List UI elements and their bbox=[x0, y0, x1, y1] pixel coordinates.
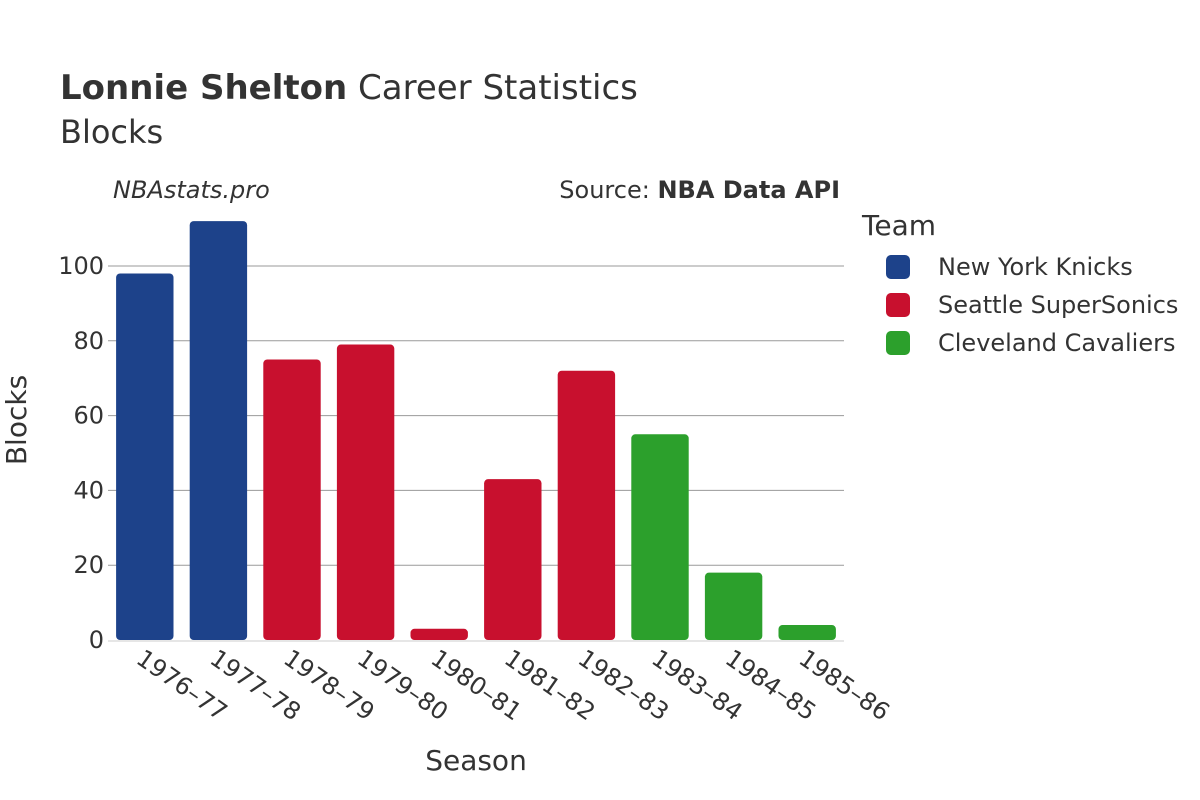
bar[interactable] bbox=[189, 221, 248, 640]
legend-title: Team bbox=[862, 209, 937, 242]
bar[interactable] bbox=[263, 359, 321, 641]
source-name: NBA Data API bbox=[657, 176, 840, 204]
legend-label: Cleveland Cavaliers bbox=[938, 329, 1176, 357]
legend-item-seattle-supersonics[interactable]: Seattle SuperSonics bbox=[886, 290, 1178, 320]
x-axis-ticks: 1976–771977–781978–791979–801980–811981–… bbox=[131, 644, 894, 726]
legend-swatch bbox=[886, 293, 910, 317]
source-credit: Source: NBA Data API bbox=[559, 176, 840, 204]
bar[interactable] bbox=[631, 434, 689, 640]
legend-label: New York Knicks bbox=[938, 253, 1133, 281]
y-tick-label: 40 bbox=[73, 476, 104, 504]
bar[interactable] bbox=[704, 572, 763, 640]
legend-swatch bbox=[886, 331, 910, 355]
title-rest: Career Statistics bbox=[358, 68, 638, 108]
source-label: Source: bbox=[559, 176, 650, 204]
bar[interactable] bbox=[484, 479, 542, 640]
y-axis-title: Blocks bbox=[0, 375, 33, 465]
player-name: Lonnie Shelton bbox=[60, 68, 348, 108]
bar[interactable] bbox=[116, 273, 174, 640]
y-tick-label: 0 bbox=[89, 626, 104, 654]
legend-item-new-york-knicks[interactable]: New York Knicks bbox=[886, 252, 1133, 282]
legend-swatch bbox=[886, 255, 910, 279]
bar[interactable] bbox=[410, 628, 468, 640]
y-tick-label: 80 bbox=[73, 327, 104, 355]
y-tick-label: 60 bbox=[73, 402, 104, 430]
watermark: NBAstats.pro bbox=[113, 176, 270, 204]
y-tick-label: 100 bbox=[58, 252, 104, 280]
x-axis-title: Season bbox=[425, 744, 527, 777]
legend-item-cleveland-cavaliers[interactable]: Cleveland Cavaliers bbox=[886, 328, 1175, 358]
y-axis-ticks: 0 20 40 60 80 100 bbox=[58, 252, 104, 654]
chart-title: Lonnie Shelton Career Statistics bbox=[60, 68, 638, 108]
bar[interactable] bbox=[557, 370, 616, 640]
y-tick-label: 20 bbox=[73, 551, 104, 579]
bar[interactable] bbox=[778, 625, 836, 640]
legend-label: Seattle SuperSonics bbox=[938, 291, 1179, 319]
bars bbox=[116, 221, 836, 640]
bar[interactable] bbox=[336, 344, 395, 640]
chart-subtitle: Blocks bbox=[60, 113, 164, 151]
